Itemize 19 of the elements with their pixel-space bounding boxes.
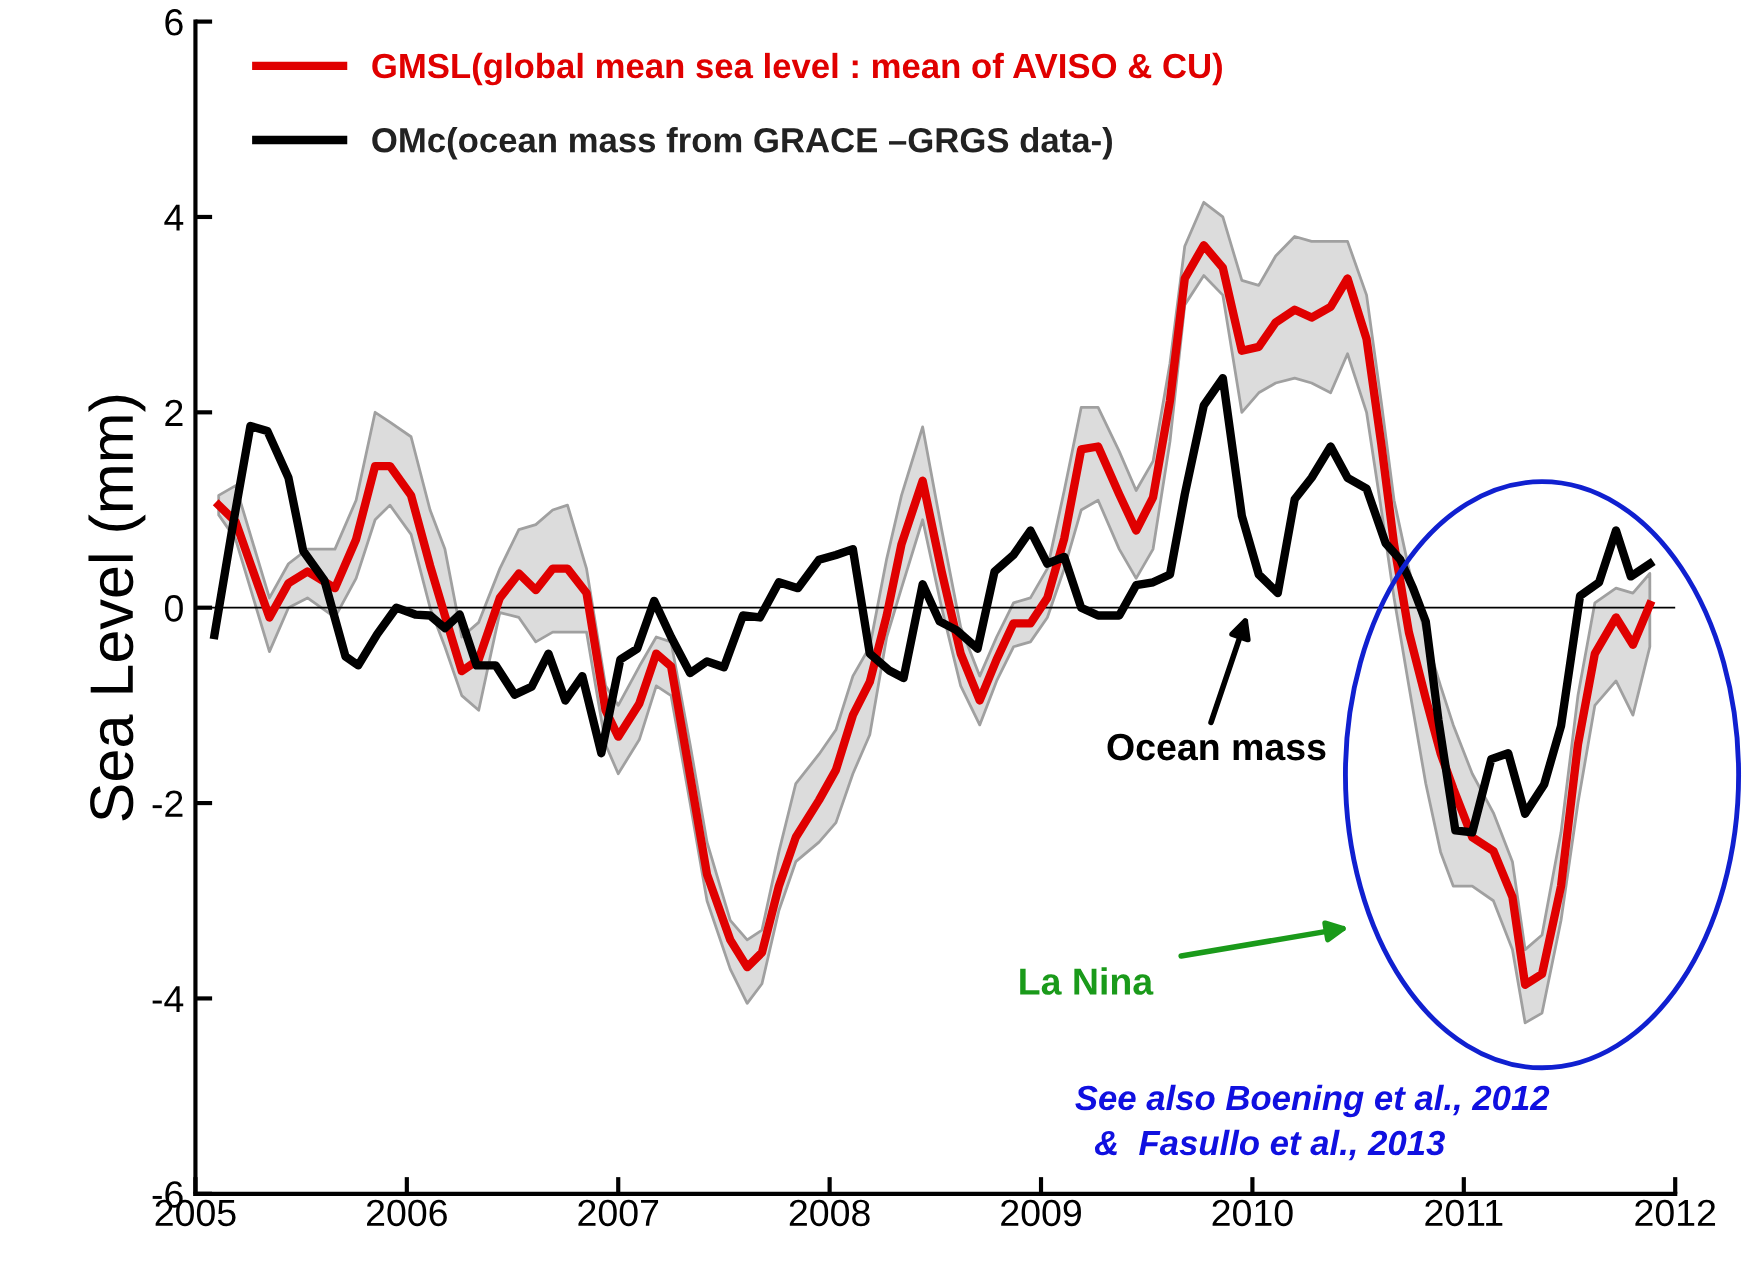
y-tick-label: 0 — [164, 595, 183, 622]
y-tick-label: 6 — [165, 8, 183, 36]
y-axis-title: Sea Level (mm) — [88, 395, 146, 821]
x-tick-label: 2010 — [1212, 1199, 1293, 1227]
x-tick-label: 2009 — [1001, 1199, 1081, 1227]
y-tick-label: -2 — [152, 790, 183, 817]
x-tick-label: 2007 — [578, 1199, 659, 1227]
y-tick-label: 2 — [165, 399, 183, 426]
x-tick-label: 2011 — [1425, 1199, 1503, 1227]
x-tick-label: 2006 — [367, 1199, 447, 1227]
y-tick-label: 4 — [164, 204, 184, 231]
legend-label: OMc(ocean mass from GRACE –GRGS data-) — [372, 127, 1112, 160]
x-tick-label: 2012 — [1635, 1199, 1716, 1227]
x-tick-label: 2008 — [789, 1199, 870, 1227]
legend-label: GMSL(global mean sea level : mean of AVISO & CU) — [372, 52, 1222, 86]
y-tick-label: -4 — [152, 986, 184, 1013]
annotation: See also Boening et al., 2012 & Fasullo et al., 2013 — [1075, 1084, 1550, 1161]
annotation: Ocean mass — [1107, 733, 1326, 761]
annotation: La Nina — [1020, 967, 1154, 995]
